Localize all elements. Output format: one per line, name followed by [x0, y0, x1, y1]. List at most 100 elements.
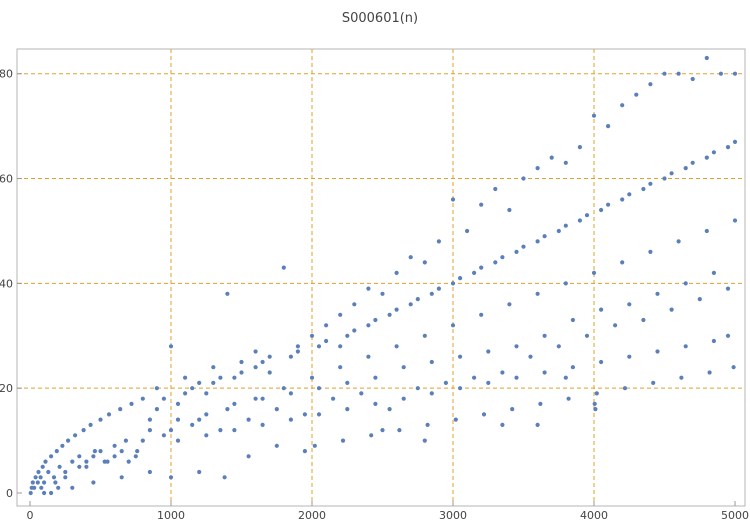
data-point [369, 433, 374, 438]
data-point [394, 270, 399, 275]
data-point [535, 422, 540, 427]
data-point [669, 307, 674, 312]
data-point [704, 228, 709, 234]
data-point [725, 333, 731, 338]
data-point [394, 307, 399, 312]
data-point [514, 344, 519, 349]
data-point [591, 113, 597, 118]
data-point [135, 449, 140, 454]
data-point [168, 428, 174, 433]
data-point [450, 323, 456, 328]
data-point [232, 401, 237, 406]
data-point [39, 485, 44, 490]
data-point [577, 218, 583, 223]
data-point [175, 438, 181, 443]
data-point [479, 312, 484, 317]
data-point [324, 323, 329, 328]
data-point [366, 286, 371, 291]
data-point [599, 307, 604, 312]
data-point [690, 76, 695, 82]
data-point [197, 417, 202, 422]
data-point [28, 490, 33, 496]
data-point [119, 475, 124, 480]
data-point [49, 490, 54, 496]
data-point [267, 370, 272, 375]
data-point [570, 317, 576, 323]
data-point [91, 454, 96, 459]
data-point [38, 475, 43, 480]
data-point [105, 459, 110, 464]
data-point [281, 386, 286, 391]
data-point [683, 281, 688, 286]
data-point [514, 375, 519, 380]
data-point [380, 428, 385, 433]
data-point [538, 401, 543, 406]
data-point [218, 428, 223, 433]
data-point [711, 338, 717, 344]
data-point [312, 443, 317, 448]
data-point [190, 386, 195, 391]
data-point [154, 386, 159, 391]
data-point [676, 71, 681, 76]
data-point [204, 412, 209, 417]
data-point [651, 380, 656, 385]
data-point [387, 312, 392, 317]
data-point [570, 365, 576, 370]
data-point [77, 454, 82, 459]
data-point [732, 139, 738, 144]
data-point [222, 475, 227, 480]
data-point [584, 333, 590, 338]
data-point [246, 454, 251, 459]
axis-ticks [17, 73, 736, 506]
data-point [309, 333, 315, 338]
data-point [422, 333, 427, 338]
data-point [147, 469, 152, 475]
data-point [634, 92, 639, 97]
data-point [84, 464, 89, 469]
data-point [620, 103, 625, 108]
data-point [129, 401, 134, 406]
data-point [51, 475, 57, 480]
data-point [260, 396, 265, 401]
data-point [175, 417, 181, 422]
data-point [613, 323, 618, 328]
data-point [183, 375, 188, 380]
x-tick-label: 4000 [580, 509, 608, 520]
data-point [429, 359, 434, 365]
data-point [345, 407, 350, 412]
data-point [563, 160, 568, 165]
data-point [42, 480, 47, 485]
data-point [373, 401, 378, 406]
data-point [704, 55, 709, 61]
data-point [232, 428, 237, 433]
data-point [288, 391, 293, 396]
plot-frame [16, 48, 746, 507]
data-point [46, 469, 51, 475]
data-point [126, 459, 131, 464]
data-point [500, 255, 505, 260]
data-point [295, 349, 300, 354]
grid-lines [17, 49, 745, 506]
data-point [373, 317, 378, 323]
data-point [338, 312, 343, 317]
data-point [73, 433, 78, 438]
data-point [458, 276, 463, 281]
data-point [479, 265, 484, 270]
data-point [425, 422, 430, 427]
data-point [622, 386, 628, 391]
data-point [168, 475, 174, 480]
x-tick-label: 5000 [721, 509, 749, 520]
data-point [641, 317, 646, 323]
data-point [366, 323, 371, 328]
data-point [288, 417, 293, 422]
y-tick-label: 60 [0, 173, 13, 186]
data-point [281, 265, 286, 270]
data-point [725, 145, 731, 150]
data-point [655, 349, 660, 354]
data-point [340, 438, 346, 443]
data-point [458, 354, 463, 359]
data-point [338, 344, 343, 349]
x-tick-label: 3000 [439, 509, 467, 520]
data-point [253, 365, 258, 370]
data-point [40, 464, 45, 469]
